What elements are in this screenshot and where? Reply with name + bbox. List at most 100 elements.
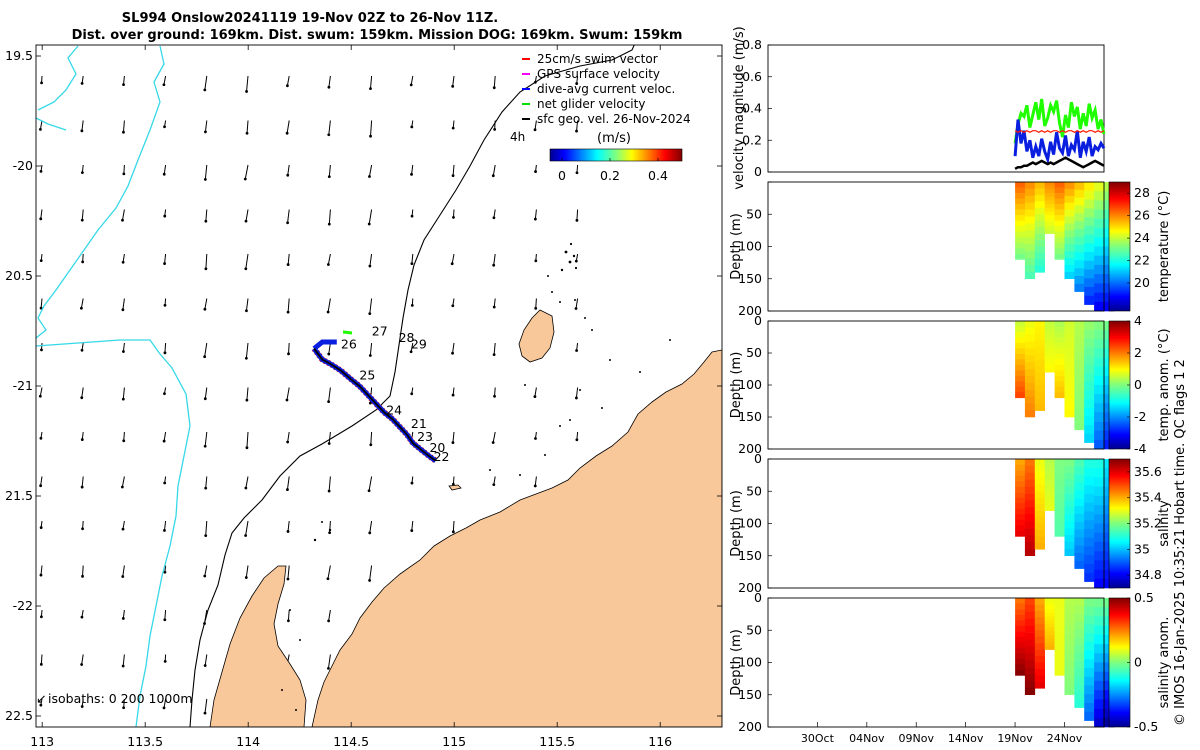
depth-tick-label: 100 [738,655,762,670]
salinity-cell [1015,481,1026,487]
temp_anom-cell [1064,334,1075,342]
salinity-cell [1034,471,1045,479]
island-specks [281,242,671,711]
time-series-panels[interactable]: 0 0.2 0.4 0.6 0.8 velocity magnitude (m/s) 5… [729,26,1172,745]
velocity-arrow [205,520,208,536]
temperature-cell [1044,200,1055,205]
temperature-cell [1034,182,1045,189]
temp_anom-cell [1034,359,1045,367]
velocity-arrow [411,253,414,264]
temperature-cell [1074,252,1085,261]
temperature-cell [1034,220,1045,228]
temp_anom-cell [1015,392,1026,399]
salinity-cell [1054,459,1065,465]
velocity-arrow [370,120,373,137]
velocity-arrow [576,120,579,132]
sal_anom-cell [1074,676,1085,685]
day-label: 22 [434,449,450,464]
velocity-arrow [40,298,43,309]
velocity-arrow-head [163,125,166,129]
salinity-cell [1015,514,1026,521]
salinity-cell [1074,560,1085,569]
colorbar-tick-label: 2 [1134,345,1142,360]
velocity-arrow-head [575,349,578,352]
speed-colorbar-tick-label: 0 [558,168,566,183]
sal_anom-cell [1094,653,1105,663]
salinity-cell [1054,475,1065,482]
temperature-cell [1064,264,1075,273]
sal_anom-cell [1034,598,1045,605]
velocity-arrow [534,476,537,487]
temp_anom-cell [1074,359,1085,368]
temp_anom-cell [1044,328,1055,333]
salinity-cell [1024,486,1036,494]
velocity-arrow-head [40,81,43,85]
sal_anom-cell [1034,604,1045,612]
velocity-arrow-head [121,664,125,668]
temp_anom-cell [1094,412,1105,422]
temperature-cell [1034,252,1045,260]
temperature-cell [1044,222,1055,227]
velocity-arrow [122,609,125,619]
isobath-1000m [36,45,191,727]
salinity-cell [1034,542,1045,550]
velocity-arrow-head [204,219,208,223]
salinity-cell [1084,529,1095,539]
velocity-arrow-head [121,397,125,401]
sal_anom-panel: 0 50 100 150 200 Depth (m) 0.5 0 -0.5 salinity an… [729,590,1172,734]
sal_anom-cell [1094,671,1105,682]
temp_anom-cell [1074,414,1085,423]
temp_anom-cell [1054,342,1065,349]
temp_anom-cell [1074,321,1085,330]
sal_anom-cell [1064,680,1075,689]
time-tick-label: 19Nov [997,732,1033,745]
velocity-arrow [286,120,290,134]
temperature-cell [1064,182,1075,190]
temperature-cell [1015,253,1026,260]
temp_anom-cell [1024,341,1036,349]
sal_anom-cell [1034,617,1045,625]
temperature-cell [1064,216,1075,224]
temperature-cell [1044,215,1055,220]
salinity-cell [1064,493,1075,501]
salinity-cblabel: salinity [1157,500,1172,547]
velocity-arrow-head [286,577,290,581]
time-tick-label: 14Nov [948,732,984,745]
sal_anom-cell [1074,692,1085,701]
velocity-arrow [286,476,290,490]
velocity-arrow-head [451,482,455,486]
lon-tick-label: 115 [442,734,466,749]
speed-colorbar-gradient [549,148,683,162]
temperature-cell [1044,207,1055,212]
sal_anom-cell [1084,685,1095,695]
velocity-arrow-head [491,441,495,444]
sal_anom-cell [1064,618,1075,626]
sal_anom-cell [1024,604,1036,613]
velocity-arrow-head [492,353,496,356]
sal_anom-cell [1015,609,1026,615]
salinity-cell [1064,479,1075,487]
velocity-arrow-head [81,527,84,531]
velocity-arrow-head [286,310,290,314]
salinity-cell [1054,481,1065,487]
temp_anom-panel: 0 50 100 150 200 Depth (m) 4 2 0 -2 -4 temp. anom. … [729,313,1172,456]
temperature-cell [1084,269,1095,279]
salinity-cell [1024,548,1036,556]
velocity-arrow-head [39,573,43,577]
velocity-arrow-head [574,307,578,310]
velocity-arrow-head [163,392,166,396]
temperature-cell [1084,199,1095,209]
salinity-cell [1044,492,1055,497]
velocity-arrow [575,387,579,399]
sal_anom-cell [1064,653,1075,661]
velocity-arrow [122,120,125,133]
velocity-arrow-head [203,307,207,311]
sal_anom-cell [1034,681,1045,689]
temp_anom-cell [1074,367,1085,376]
velocity-arrow-head [410,529,414,532]
temp_anom-cell [1084,321,1095,330]
sal_anom-cell [1064,604,1075,613]
sal_anom-cell [1015,625,1026,632]
